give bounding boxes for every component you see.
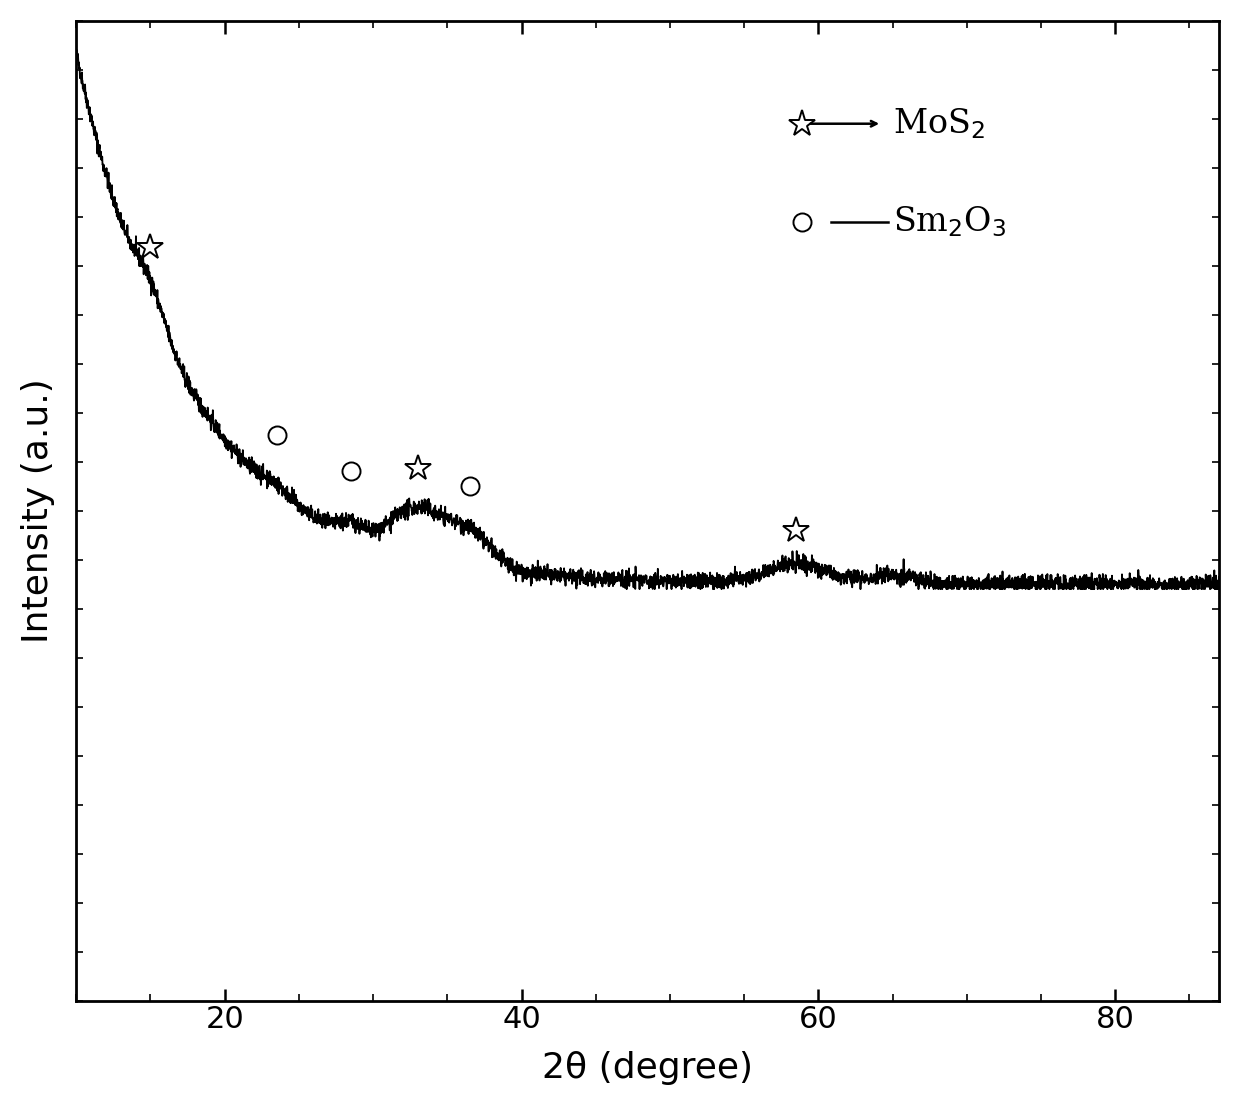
Text: MoS$_2$: MoS$_2$ xyxy=(894,106,986,142)
Y-axis label: Intensity (a.u.): Intensity (a.u.) xyxy=(21,378,55,643)
X-axis label: 2θ (degree): 2θ (degree) xyxy=(542,1051,753,1085)
Text: Sm$_2$O$_3$: Sm$_2$O$_3$ xyxy=(894,205,1007,239)
